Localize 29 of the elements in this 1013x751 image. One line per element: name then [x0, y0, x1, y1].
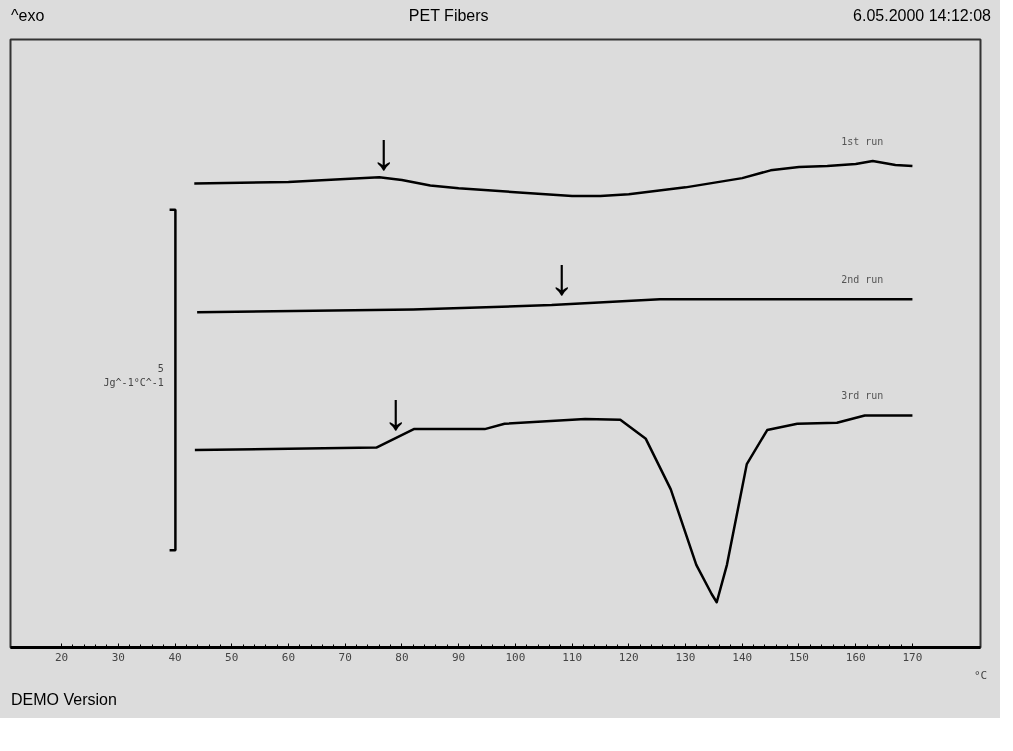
x-tick-label: 100: [505, 650, 526, 664]
annotation: ↓: [548, 247, 575, 306]
series-label: 2nd run: [841, 274, 884, 286]
text: 6.05.2000 14:12:08: [853, 6, 991, 26]
x-tick-label: 120: [618, 650, 639, 664]
annotation: Jg^-1°C^-1: [103, 376, 164, 388]
chart-title: PET Fibers: [408, 6, 489, 26]
x-tick-label: 60: [281, 650, 296, 664]
x-tick-label: 150: [789, 650, 809, 664]
series-label: 1st run: [841, 136, 884, 148]
text: DEMO Version: [11, 690, 117, 710]
x-tick-label: 20: [54, 650, 69, 664]
text: ^exo: [11, 6, 45, 26]
x-tick-label: 70: [338, 650, 352, 664]
annotation: 5: [157, 362, 164, 374]
annotation: ↓: [370, 121, 397, 180]
x-tick-label: 130: [675, 650, 696, 664]
x-tick-label: 160: [845, 650, 866, 664]
x-tick-label: 50: [225, 650, 239, 664]
x-tick-label: 140: [732, 650, 753, 664]
x-tick-label: 170: [902, 650, 923, 664]
x-tick-label: 110: [562, 650, 583, 664]
x-axis-title: °C: [973, 668, 988, 682]
x-tick-label: 90: [452, 650, 466, 664]
annotation: ↓: [382, 382, 409, 441]
x-tick-label: 30: [111, 650, 125, 664]
x-tick-label: 40: [168, 650, 182, 664]
series-label: 3rd run: [841, 390, 884, 402]
x-tick-label: 80: [395, 650, 409, 664]
